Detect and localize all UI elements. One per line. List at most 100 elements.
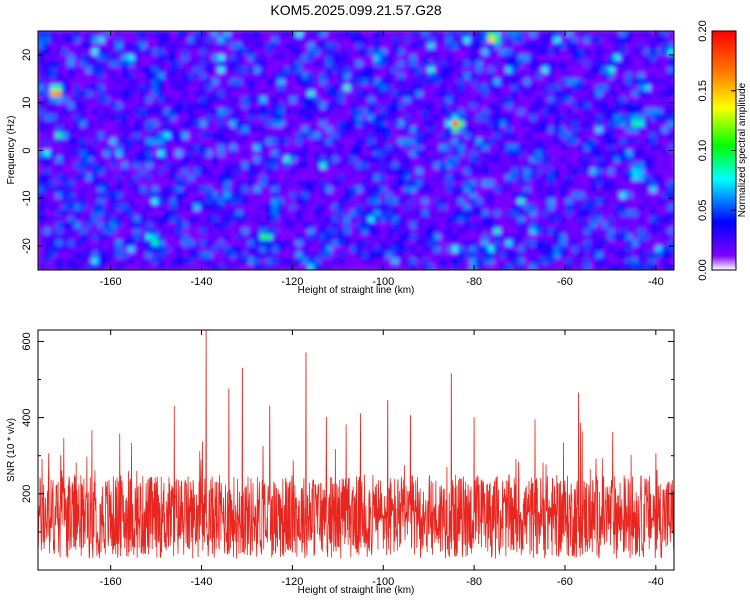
heatmap-cell: [236, 90, 243, 98]
heatmap-cell: [608, 180, 615, 187]
heatmap-cell: [356, 102, 363, 110]
heatmap-cell: [590, 222, 597, 229]
heatmap-cell: [56, 186, 63, 193]
heatmap-cell: [668, 234, 674, 241]
heatmap-cell: [134, 78, 141, 86]
heatmap-cell: [98, 144, 105, 152]
heatmap-cell: [446, 36, 453, 44]
heatmap-cell: [314, 138, 321, 146]
heatmap-cell: [38, 150, 45, 158]
heatmap-cell: [542, 198, 549, 205]
heatmap-cell: [362, 66, 369, 74]
heatmap-cell: [614, 258, 621, 265]
heatmap-cell: [152, 90, 159, 98]
heatmap-cell: [368, 84, 375, 92]
heatmap-cell: [266, 96, 273, 104]
heatmap-cell: [80, 228, 87, 235]
heatmap-cell: [572, 162, 579, 170]
heatmap-cell: [656, 174, 663, 181]
heatmap-cell: [44, 66, 51, 74]
heatmap-cell: [536, 144, 543, 152]
heatmap-cell: [380, 132, 387, 140]
heatmap-cell: [302, 48, 309, 56]
heatmap-cell: [542, 234, 549, 241]
heatmap-cell: [410, 156, 417, 164]
heatmap-cell: [518, 144, 525, 152]
heatmap-cell: [530, 78, 537, 86]
heatmap-cell: [176, 216, 183, 223]
heatmap-cell: [482, 222, 489, 229]
heatmap-cell: [470, 210, 477, 217]
heatmap-cell: [290, 186, 297, 193]
heatmap-cell: [296, 174, 303, 181]
heatmap-cell: [404, 240, 411, 247]
heatmap-cell: [410, 132, 417, 140]
heatmap-cell: [512, 204, 519, 211]
heatmap-cell: [440, 264, 447, 270]
heatmap-cell: [650, 126, 657, 134]
heatmap-cell: [488, 198, 495, 205]
heatmap-cell: [548, 234, 555, 241]
heatmap-cell: [44, 186, 51, 193]
heatmap-cell: [566, 180, 573, 187]
heatmap-cell: [92, 90, 99, 98]
heatmap-cell: [548, 168, 555, 175]
heatmap-cell: [98, 264, 105, 270]
heatmap-cell: [410, 204, 417, 211]
heatmap-cell: [152, 138, 159, 146]
heatmap-cell: [146, 198, 153, 205]
heatmap-cell: [428, 60, 435, 68]
heatmap-cell: [302, 222, 309, 229]
heatmap-cell: [488, 108, 495, 116]
heatmap-cell: [422, 174, 429, 181]
heatmap-cell: [56, 84, 63, 92]
heatmap-cell: [308, 120, 315, 128]
heatmap-cell: [494, 174, 501, 181]
heatmap-cell: [266, 120, 273, 128]
heatmap-cell: [266, 48, 273, 56]
heatmap-cell: [458, 132, 465, 140]
heatmap-cell: [602, 66, 609, 74]
heatmap-cell: [410, 120, 417, 128]
heatmap-cell: [218, 186, 225, 193]
heatmap-cell: [308, 150, 315, 158]
heatmap-cell: [422, 96, 429, 104]
heatmap-cell: [50, 120, 57, 128]
heatmap-cell: [122, 174, 129, 181]
heatmap-cell: [338, 192, 345, 199]
heatmap-cell: [386, 150, 393, 158]
heatmap-cell: [440, 216, 447, 223]
heatmap-cell: [392, 198, 399, 205]
heatmap-cell: [392, 258, 399, 265]
heatmap-cell: [140, 252, 147, 259]
heatmap-cell: [194, 252, 201, 259]
heatmap-cell: [626, 234, 633, 241]
heatmap-cell: [512, 144, 519, 152]
heatmap-cell: [176, 186, 183, 193]
heatmap-cell: [332, 234, 339, 241]
heatmap-cell: [386, 252, 393, 259]
heatmap-cell: [632, 60, 639, 68]
heatmap-cell: [656, 246, 663, 253]
heatmap-cell: [638, 31, 645, 38]
heatmap-cell: [650, 114, 657, 122]
heatmap-cell: [242, 156, 249, 164]
heatmap-cell: [116, 54, 123, 62]
heatmap-cell: [482, 252, 489, 259]
heatmap-cell: [596, 42, 603, 50]
heatmap-cell: [230, 240, 237, 247]
heatmap-cell: [332, 42, 339, 50]
heatmap-cell: [260, 162, 267, 170]
heatmap-cell: [176, 156, 183, 164]
heatmap-cell: [302, 168, 309, 175]
heatmap-cell: [584, 234, 591, 241]
heatmap-cell: [602, 216, 609, 223]
heatmap-cell: [104, 150, 111, 158]
heatmap-cell: [380, 54, 387, 62]
heatmap-cell: [362, 156, 369, 164]
heatmap-cell: [146, 36, 153, 44]
heatmap-cell: [272, 228, 279, 235]
heatmap-cell: [326, 60, 333, 68]
heatmap-cell: [446, 138, 453, 146]
heatmap-cell: [602, 252, 609, 259]
